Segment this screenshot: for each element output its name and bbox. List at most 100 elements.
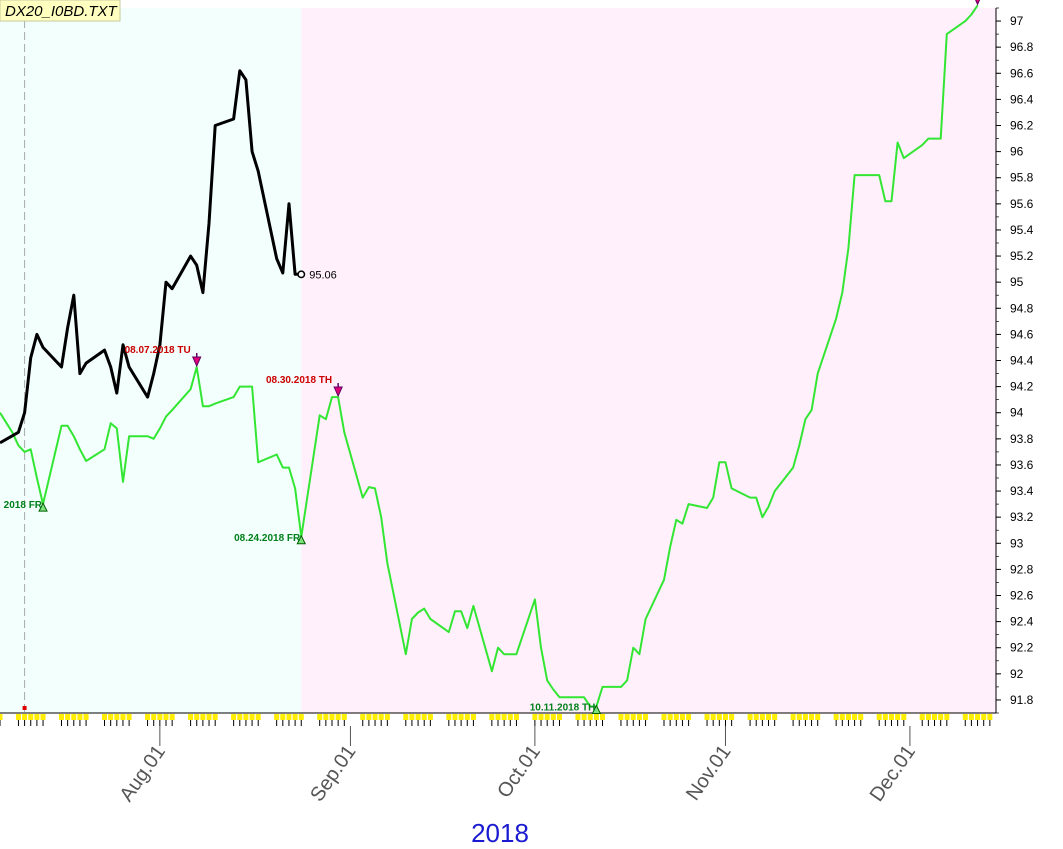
y-tick-label: 94.2	[1010, 380, 1034, 394]
day-tick-marker	[796, 714, 802, 720]
y-tick-label: 96.2	[1010, 119, 1034, 133]
y-tick-label: 93.8	[1010, 432, 1034, 446]
day-tick-marker	[102, 714, 108, 720]
day-tick-marker	[722, 714, 728, 720]
bottom-marker-label: 2018 FR	[4, 500, 43, 511]
day-tick-marker	[716, 714, 722, 720]
day-tick-marker	[231, 714, 237, 720]
day-tick-marker	[458, 714, 464, 720]
x-tick-label: Nov.01	[682, 741, 736, 804]
day-tick-marker	[0, 714, 3, 720]
x-tick-strip	[0, 712, 996, 726]
y-tick-label: 97	[1010, 14, 1024, 28]
day-tick-marker	[34, 714, 40, 720]
day-tick-marker	[452, 714, 458, 720]
day-tick-marker	[427, 714, 433, 720]
day-tick-marker	[151, 714, 157, 720]
day-tick-marker	[194, 714, 200, 720]
day-tick-marker	[747, 714, 753, 720]
last-value-marker	[297, 270, 306, 279]
day-tick-marker	[636, 714, 642, 720]
y-tick-label: 92.2	[1010, 641, 1034, 655]
y-tick-label: 91.8	[1010, 693, 1034, 707]
day-tick-marker	[403, 714, 409, 720]
day-tick-marker	[975, 714, 981, 720]
bg-region-right	[301, 8, 996, 713]
bottom-marker-arrow	[38, 501, 48, 512]
day-tick-marker	[618, 714, 624, 720]
day-tick-marker	[593, 714, 599, 720]
day-tick-marker	[255, 714, 261, 720]
day-tick-marker	[372, 714, 378, 720]
chart-background	[0, 8, 996, 713]
day-tick-marker	[858, 714, 864, 720]
day-tick-marker	[643, 714, 649, 720]
day-tick-marker	[157, 714, 163, 720]
day-tick-marker	[83, 714, 89, 720]
day-tick-marker	[550, 714, 556, 720]
day-tick-marker	[532, 714, 538, 720]
day-tick-marker	[729, 714, 735, 720]
bottom-marker-label: 10.11.2018 TH	[530, 702, 596, 713]
day-tick-marker	[809, 714, 815, 720]
day-tick-marker	[661, 714, 667, 720]
day-tick-marker	[378, 714, 384, 720]
day-tick-marker	[120, 714, 126, 720]
day-tick-marker	[71, 714, 77, 720]
y-axis: 91.8 92 92.2 92.4 92.6 92.8 93 93.2 93.4 93.6 93.8…	[995, 7, 1034, 714]
day-tick-marker	[932, 714, 938, 720]
day-tick-marker	[575, 714, 581, 720]
day-tick-marker	[802, 714, 808, 720]
day-tick-marker	[981, 714, 987, 720]
day-tick-marker	[772, 714, 778, 720]
y-tick-label: 95.8	[1010, 171, 1034, 185]
day-tick-marker	[944, 714, 950, 720]
day-tick-marker	[286, 714, 292, 720]
day-tick-marker	[446, 714, 452, 720]
day-tick-marker	[145, 714, 151, 720]
day-tick-marker	[624, 714, 630, 720]
y-tick-label: 92.8	[1010, 562, 1034, 576]
day-tick-marker	[237, 714, 243, 720]
x-tick-label: Oct.01	[493, 741, 545, 802]
y-tick-label: 96.8	[1010, 40, 1034, 54]
day-tick-marker	[366, 714, 372, 720]
y-tick-label: 94.6	[1010, 327, 1034, 341]
day-tick-marker	[581, 714, 587, 720]
top-marker-label: 08.07.2018 TU	[125, 345, 191, 356]
y-tick-label: 96.6	[1010, 66, 1034, 80]
y-tick-label: 95.2	[1010, 249, 1034, 263]
y-tick-label: 96.4	[1010, 92, 1034, 106]
day-tick-marker	[212, 714, 218, 720]
last-value-label: 95.06	[309, 269, 337, 281]
day-tick-marker	[274, 714, 280, 720]
day-tick-marker	[15, 714, 21, 720]
day-tick-marker	[833, 714, 839, 720]
day-tick-marker	[901, 714, 907, 720]
day-tick-marker	[58, 714, 64, 720]
day-tick-marker	[28, 714, 34, 720]
day-tick-marker	[114, 714, 120, 720]
day-tick-marker	[126, 714, 132, 720]
y-tick-label: 92	[1010, 667, 1024, 681]
day-tick-marker	[489, 714, 495, 720]
series-line-black	[0, 69, 302, 445]
top-marker-label: 08.30.2018 TH	[266, 375, 332, 386]
y-tick-label: 93.4	[1010, 484, 1034, 498]
day-tick-marker	[22, 714, 28, 720]
y-tick-label: 93.2	[1010, 510, 1034, 524]
day-tick-marker	[65, 714, 71, 720]
day-tick-marker	[962, 714, 968, 720]
x-tick-label: Aug.01	[116, 741, 170, 806]
day-tick-marker	[538, 714, 544, 720]
day-tick-marker	[790, 714, 796, 720]
day-tick-marker	[544, 714, 550, 720]
day-tick-marker	[925, 714, 931, 720]
day-tick-marker	[679, 714, 685, 720]
y-tick-label: 94.4	[1010, 354, 1034, 368]
bottom-marker-label: 08.24.2018 FR	[234, 533, 301, 544]
day-tick-marker	[987, 714, 993, 720]
day-tick-marker	[249, 714, 255, 720]
day-tick-marker	[845, 714, 851, 720]
